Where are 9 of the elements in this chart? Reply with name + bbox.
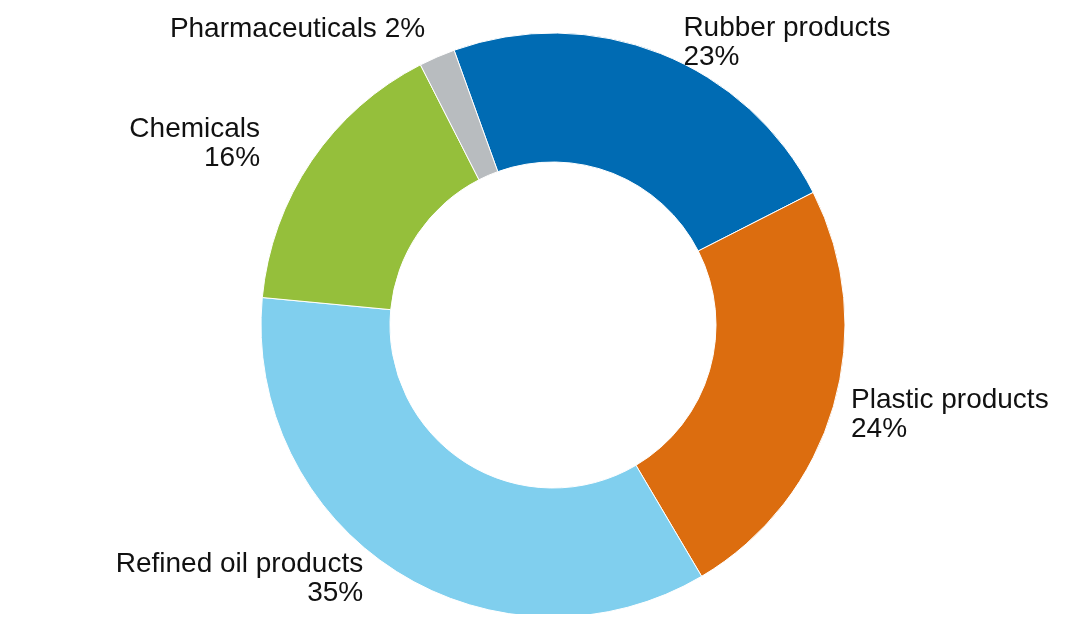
data-label: 24% xyxy=(851,412,908,444)
slice-label: Chemicals xyxy=(129,112,261,144)
data-label: 35% xyxy=(307,576,364,608)
slice-label: Plastic products xyxy=(851,382,1049,414)
slice-label: Pharmaceuticals 2% xyxy=(169,12,426,44)
data-label: 23% xyxy=(683,40,740,72)
slice-label: Rubber products xyxy=(683,11,891,42)
slice-label: Refined oil products xyxy=(115,547,364,578)
data-label: 16% xyxy=(204,141,261,173)
